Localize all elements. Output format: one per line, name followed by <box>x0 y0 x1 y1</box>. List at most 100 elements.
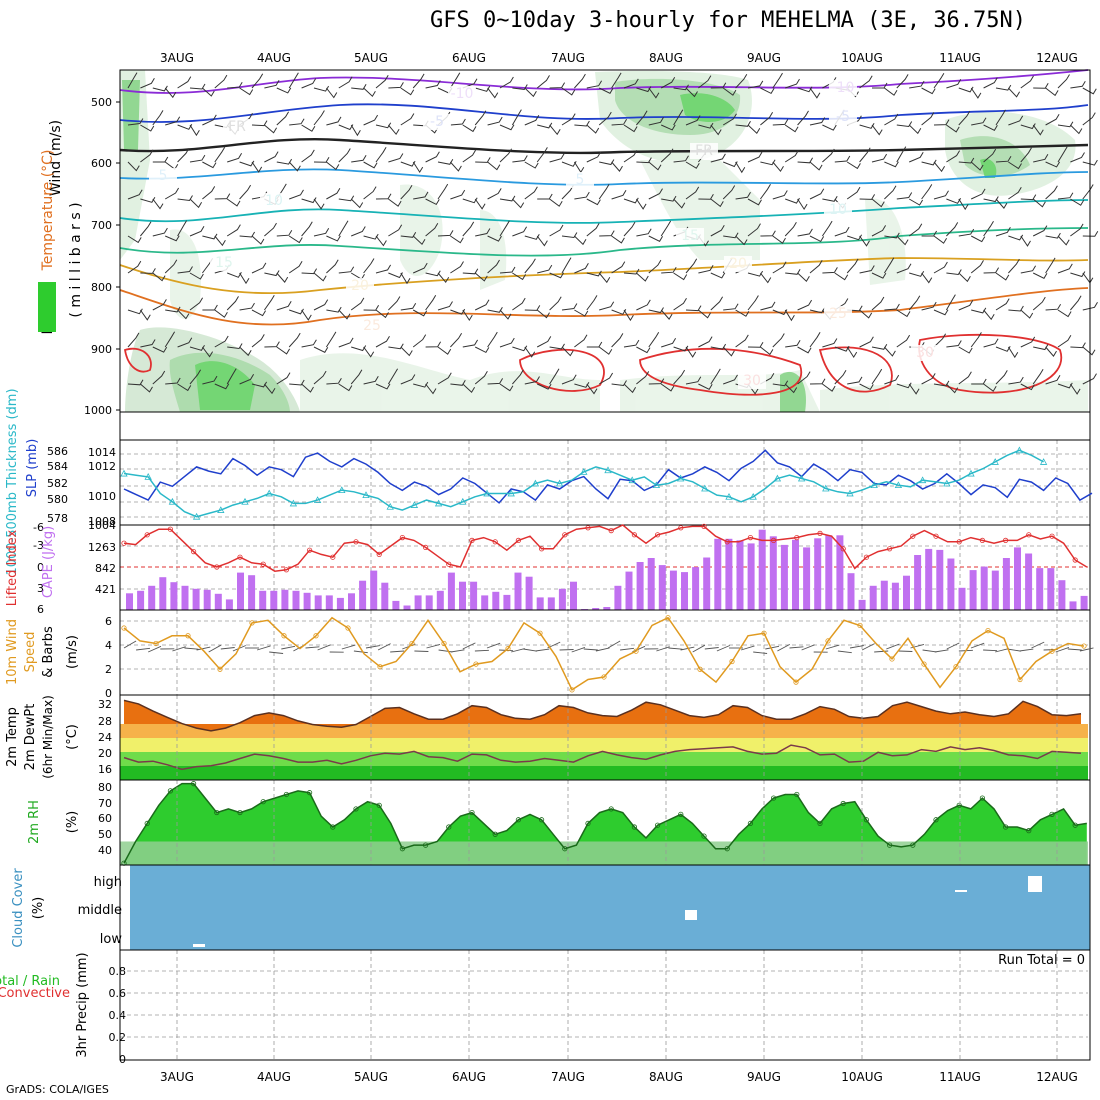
rh-point <box>1002 824 1009 830</box>
wind-barb <box>1032 198 1046 208</box>
li-point <box>376 551 382 558</box>
wind-barb <box>437 301 453 311</box>
wind-barb <box>251 120 268 127</box>
wind-barb <box>524 234 540 240</box>
wind-barb <box>735 309 750 317</box>
contour-label-bg <box>210 255 238 271</box>
thickness-tick: 578 <box>47 512 68 525</box>
cape-bar <box>925 548 933 610</box>
wind-barb <box>1070 223 1084 237</box>
wind-barb <box>958 371 972 385</box>
li-point <box>167 526 173 532</box>
wind-barb <box>772 161 784 173</box>
rh-point <box>1049 811 1055 817</box>
wind-barb <box>127 260 142 274</box>
wind-barb <box>152 346 168 353</box>
wind-barb <box>351 84 367 90</box>
wind-barb <box>1057 121 1074 128</box>
wind-barb <box>723 303 739 311</box>
wind-barb <box>1070 271 1086 278</box>
wind-barb <box>214 335 229 348</box>
wind-barb <box>772 119 789 126</box>
wind-barb <box>276 346 291 355</box>
wind-barb <box>164 331 176 348</box>
cape-bar <box>558 588 566 610</box>
cape-bar <box>714 538 722 610</box>
wind-barb <box>537 193 553 200</box>
wind-barb <box>574 334 588 348</box>
wind-barb <box>611 190 627 200</box>
li-tick: 3 <box>37 582 44 595</box>
wind-barb <box>1032 272 1048 279</box>
li-point <box>422 544 429 551</box>
wind-speed-point <box>473 661 479 667</box>
wind-barb <box>872 82 888 89</box>
wind-barb <box>450 235 464 244</box>
contour-label-bg <box>738 373 766 389</box>
wind-barb-10m <box>486 642 501 649</box>
cape-bar <box>747 543 755 610</box>
wind-barb <box>474 346 490 354</box>
wind-barb <box>946 124 960 133</box>
wind-barb <box>536 147 548 163</box>
wind-barb <box>400 184 413 200</box>
wind-speed-point <box>281 633 287 639</box>
wind-barb <box>437 346 452 355</box>
wind-barb <box>301 221 313 237</box>
wind-barb <box>425 223 439 237</box>
wind-barb <box>363 87 376 97</box>
wind-barb <box>933 119 950 126</box>
wind-barb-10m <box>934 649 949 653</box>
wind-barb <box>859 75 873 89</box>
wind-barb <box>884 185 897 200</box>
wind-barb <box>363 114 379 126</box>
rh-point <box>538 817 545 823</box>
wind-barb <box>921 230 938 237</box>
wind-barb <box>363 376 379 385</box>
wind-barb <box>1032 225 1048 237</box>
wind-barb-10m <box>1067 648 1082 651</box>
wind-barb <box>933 235 948 244</box>
wind-barb <box>623 221 636 237</box>
wind-barb <box>685 376 702 385</box>
wind-barb <box>1045 346 1057 357</box>
wind-barb <box>648 87 660 99</box>
wind-speed-point <box>633 648 639 654</box>
wind-barb <box>1069 383 1081 395</box>
li-point <box>562 532 568 538</box>
rh-point <box>214 809 220 816</box>
wind-barb <box>921 301 937 311</box>
wind-barb <box>995 198 1008 209</box>
wind-barb <box>797 272 810 282</box>
date-label-top: 12AUG <box>1036 51 1078 65</box>
wind-barb <box>1032 296 1046 311</box>
contour-label-bg <box>911 345 939 361</box>
wind-barb-10m <box>620 647 635 651</box>
wind-barb <box>511 109 522 126</box>
wind-barb <box>883 257 895 274</box>
wind-barb <box>908 295 921 311</box>
contour-label-bg <box>724 256 752 272</box>
cape-bar <box>248 575 256 610</box>
wind-barb <box>549 272 565 279</box>
wind-speed-point <box>217 666 223 672</box>
wind-barb <box>499 337 515 348</box>
wind-barb <box>648 307 664 314</box>
cape-bar <box>359 580 367 610</box>
wind-barb <box>549 368 560 385</box>
wind-barb <box>1045 185 1058 200</box>
wind-barb <box>698 336 713 348</box>
wind-barb <box>276 87 292 94</box>
cape-bar <box>669 570 677 610</box>
ylabel-cloud-units: (%) <box>31 897 46 920</box>
li-point <box>1049 533 1055 539</box>
wind-barb <box>636 157 652 164</box>
wind-barb-10m <box>208 644 222 653</box>
wind-barb-10m <box>1019 648 1034 652</box>
wind-barb <box>784 124 799 133</box>
wind-barb-10m <box>474 649 489 652</box>
wind-barb-10m <box>716 645 730 652</box>
wind-barb <box>685 258 698 274</box>
cape-bar <box>936 549 944 610</box>
wind-barb <box>623 78 639 89</box>
